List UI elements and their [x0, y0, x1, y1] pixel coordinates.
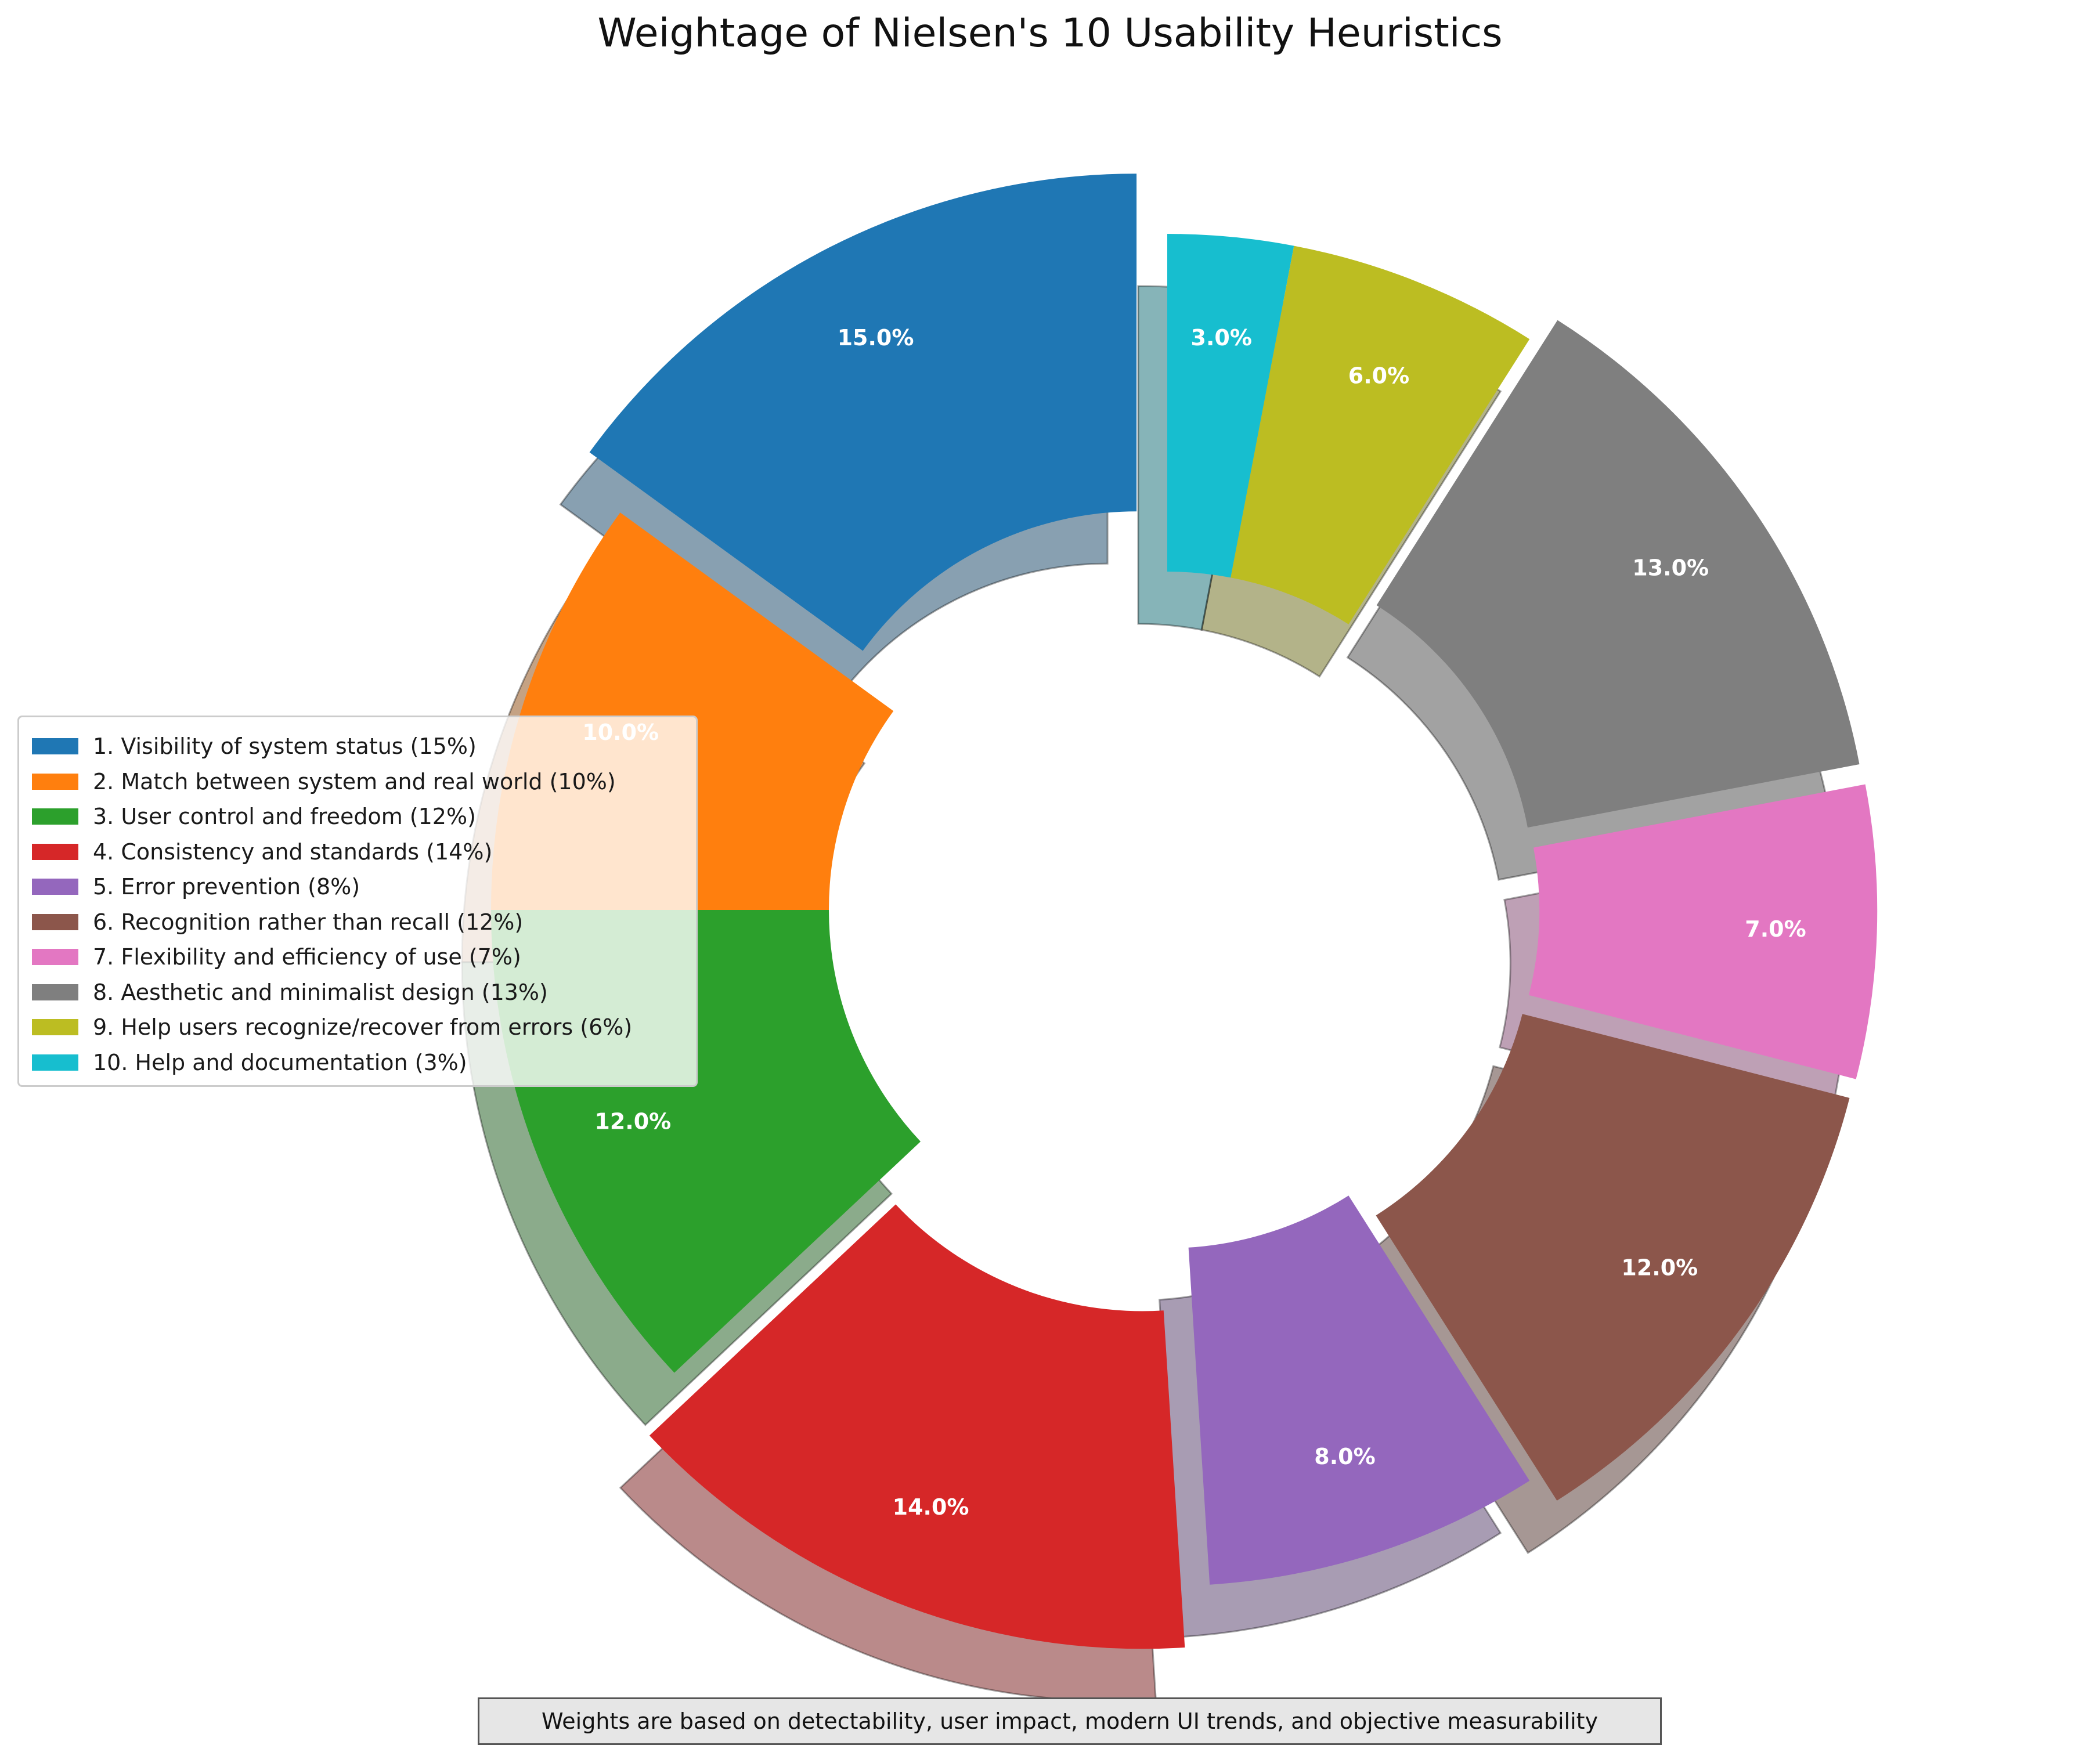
legend-item-help-and-documentation: 10. Help and documentation (3%) — [32, 1045, 696, 1081]
legend-swatch — [32, 1019, 78, 1036]
slice-help-and-documentation — [1167, 233, 1294, 578]
legend-label: 2. Match between system and real world (… — [93, 768, 616, 794]
slice-label-error-prevention: 8.0% — [1314, 1444, 1375, 1469]
legend-swatch — [32, 738, 78, 755]
legend-swatch — [32, 879, 78, 895]
slice-label-visibility-of-system-status: 15.0% — [838, 325, 914, 351]
chart-title: Weightage of Nielsen's 10 Usability Heur… — [597, 10, 1503, 56]
legend-label: 3. User control and freedom (12%) — [93, 804, 476, 830]
footnote: Weights are based on detectability, user… — [478, 1697, 1662, 1745]
legend-item-user-control-and-freedom: 3. User control and freedom (12%) — [32, 799, 696, 834]
slice-label-help-users-recognize-recover-from-errors: 6.0% — [1348, 363, 1409, 388]
slice-flexibility-and-efficiency-of-use — [1528, 784, 1878, 1079]
legend-label: 9. Help users recognize/recover from err… — [93, 1014, 633, 1041]
legend-label: 1. Visibility of system status (15%) — [93, 734, 477, 760]
slice-help-users-recognize-recover-from-errors — [1231, 245, 1530, 624]
slice-consistency-and-standards — [649, 1204, 1185, 1649]
legend-swatch — [32, 808, 78, 825]
slice-label-user-control-and-freedom: 12.0% — [594, 1109, 671, 1135]
legend-swatch — [32, 913, 78, 930]
legend-label: 7. Flexibility and efficiency of use (7%… — [93, 944, 521, 970]
slice-error-prevention — [1188, 1195, 1530, 1585]
legend-swatch — [32, 773, 78, 790]
legend-label: 6. Recognition rather than recall (12%) — [93, 909, 524, 935]
legend-item-recognition-rather-than-recall: 6. Recognition rather than recall (12%) — [32, 905, 696, 940]
legend-swatch — [32, 949, 78, 966]
legend-item-aesthetic-and-minimalist-design: 8. Aesthetic and minimalist design (13%) — [32, 975, 696, 1010]
slice-visibility-of-system-status — [589, 174, 1137, 651]
legend-item-error-prevention: 5. Error prevention (8%) — [32, 869, 696, 905]
legend-item-visibility-of-system-status: 1. Visibility of system status (15%) — [32, 729, 696, 764]
legend-item-flexibility-and-efficiency-of-use: 7. Flexibility and efficiency of use (7%… — [32, 940, 696, 975]
legend-label: 4. Consistency and standards (14%) — [93, 839, 493, 865]
slice-label-recognition-rather-than-recall: 12.0% — [1621, 1255, 1698, 1280]
legend-label: 10. Help and documentation (3%) — [93, 1049, 467, 1075]
legend-item-help-users-recognize-recover-from-errors: 9. Help users recognize/recover from err… — [32, 1010, 696, 1045]
slice-label-aesthetic-and-minimalist-design: 13.0% — [1632, 555, 1709, 581]
legend-item-match-between-system-and-real-world: 2. Match between system and real world (… — [32, 764, 696, 800]
legend-label: 5. Error prevention (8%) — [93, 874, 360, 900]
legend: 1. Visibility of system status (15%) 2. M… — [17, 716, 698, 1087]
slice-label-flexibility-and-efficiency-of-use: 7.0% — [1745, 916, 1806, 942]
slice-recognition-rather-than-recall — [1376, 1014, 1850, 1501]
legend-label: 8. Aesthetic and minimalist design (13%) — [93, 979, 548, 1005]
legend-swatch — [32, 843, 78, 860]
legend-swatch — [32, 984, 78, 1000]
legend-item-consistency-and-standards: 4. Consistency and standards (14%) — [32, 834, 696, 870]
slice-label-consistency-and-standards: 14.0% — [893, 1494, 969, 1520]
slice-aesthetic-and-minimalist-design — [1376, 320, 1860, 828]
legend-swatch — [32, 1054, 78, 1071]
slice-label-help-and-documentation: 3.0% — [1191, 325, 1252, 351]
